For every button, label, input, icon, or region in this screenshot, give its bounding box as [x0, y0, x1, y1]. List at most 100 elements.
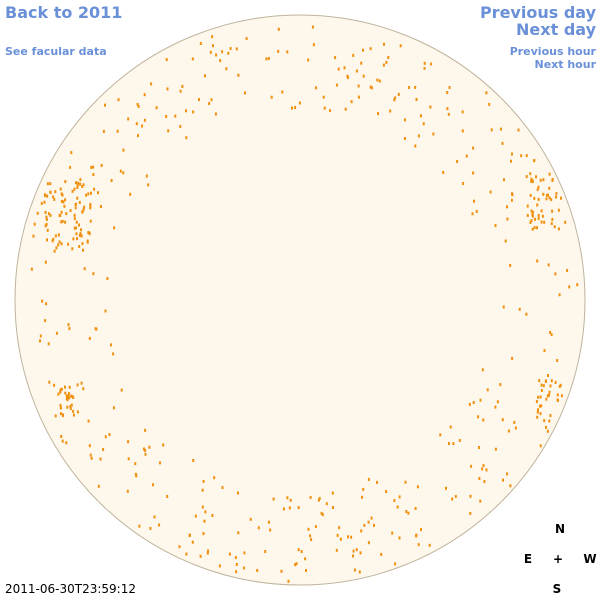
facular-point	[87, 192, 90, 196]
facular-point	[73, 213, 76, 217]
facular-point	[227, 51, 230, 55]
facular-point	[53, 383, 56, 387]
facular-point	[540, 389, 543, 392]
previous-hour-link[interactable]: Previous hour	[509, 45, 596, 58]
facular-point	[554, 380, 557, 384]
facular-point	[79, 178, 82, 182]
facular-point	[119, 169, 122, 173]
facular-point	[408, 86, 411, 89]
facular-point	[52, 237, 55, 241]
facular-point	[543, 419, 546, 423]
facular-point	[344, 107, 347, 111]
facular-point	[89, 204, 92, 208]
facular-point	[228, 552, 231, 556]
facular-point	[127, 457, 130, 461]
facular-point	[485, 468, 488, 472]
facular-point	[201, 505, 204, 509]
facular-point	[191, 57, 194, 61]
facular-point	[92, 173, 95, 176]
facular-point	[165, 115, 168, 118]
facular-point	[145, 174, 148, 178]
facular-point	[291, 106, 293, 110]
facular-point	[526, 204, 529, 208]
facular-point	[533, 226, 536, 230]
facular-point	[144, 448, 147, 452]
facular-point	[73, 217, 76, 221]
facular-point	[72, 409, 75, 413]
facular-point	[335, 548, 338, 552]
next-day-link[interactable]: Next day	[516, 20, 596, 39]
facular-point	[415, 534, 418, 538]
facular-point	[530, 177, 533, 181]
facular-point	[458, 439, 461, 442]
facular-point	[452, 442, 455, 446]
facular-point	[475, 209, 478, 213]
facular-point	[539, 444, 542, 448]
facular-point	[44, 260, 47, 264]
facular-point	[550, 222, 553, 225]
facular-point	[298, 101, 301, 105]
facular-point	[64, 391, 67, 395]
facular-point	[461, 129, 464, 133]
facular-point	[106, 277, 109, 281]
facular-point	[100, 163, 103, 167]
facular-point	[267, 520, 270, 524]
facular-point	[60, 242, 63, 246]
back-link[interactable]: Back to 2011	[5, 3, 123, 22]
facular-point	[66, 396, 69, 400]
facular-point	[204, 510, 207, 514]
facular-point	[92, 272, 95, 276]
facular-point	[542, 384, 545, 388]
facular-point	[300, 550, 303, 554]
facular-point	[511, 356, 514, 360]
facular-point	[69, 405, 72, 408]
facular-point	[456, 160, 459, 163]
facular-point	[555, 192, 558, 196]
facular-point	[322, 95, 325, 99]
previous-day-link[interactable]: Previous day	[479, 3, 596, 22]
facular-point	[74, 206, 77, 210]
facular-point	[439, 433, 442, 437]
facular-point	[539, 404, 541, 408]
facular-point	[447, 112, 450, 116]
facular-point	[509, 484, 512, 488]
facular-point	[68, 385, 71, 389]
facular-point	[468, 402, 471, 406]
facular-point	[338, 526, 341, 530]
next-hour-link[interactable]: Next hour	[534, 58, 597, 71]
facular-link[interactable]: See facular data	[5, 45, 107, 58]
facular-point	[112, 352, 115, 356]
facular-point	[472, 171, 475, 175]
facular-point	[243, 551, 246, 555]
facular-point	[76, 237, 78, 241]
facular-point	[203, 519, 206, 523]
facular-point	[550, 379, 553, 383]
facular-point	[555, 195, 557, 199]
facular-point	[335, 83, 338, 87]
facular-point	[448, 442, 450, 445]
facular-point	[58, 240, 61, 244]
facular-point	[68, 327, 71, 331]
facular-point	[363, 523, 366, 527]
facular-point	[44, 193, 46, 197]
facular-point	[560, 196, 562, 200]
facular-point	[536, 415, 539, 419]
facular-point	[549, 414, 552, 418]
facular-point	[59, 187, 62, 191]
facular-point	[320, 511, 323, 515]
facular-point	[557, 208, 560, 212]
facular-point	[321, 513, 324, 517]
facular-point	[367, 477, 370, 481]
facular-point	[554, 272, 557, 276]
facular-point	[144, 452, 147, 456]
facular-point	[373, 523, 375, 527]
facular-point	[531, 227, 534, 231]
facular-point	[399, 44, 402, 48]
facular-point	[104, 103, 106, 107]
facular-point	[545, 425, 547, 429]
facular-point	[59, 406, 62, 410]
facular-point	[380, 552, 383, 556]
facular-point	[89, 203, 92, 206]
facular-point	[536, 410, 539, 414]
facular-point	[41, 299, 44, 303]
